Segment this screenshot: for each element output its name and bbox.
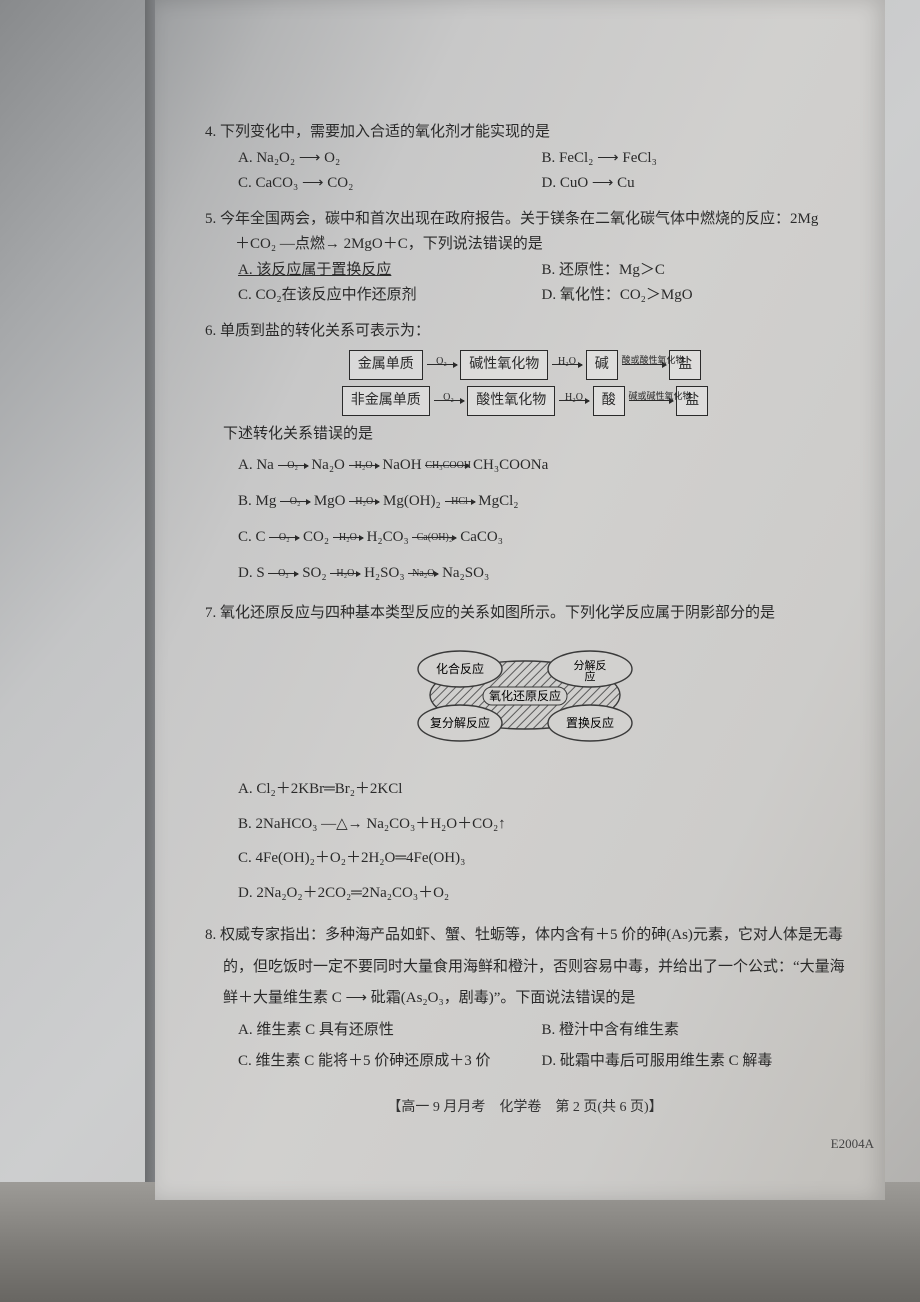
- paper-code: E2004A: [831, 1136, 874, 1152]
- q6b-s3: HCl: [445, 490, 475, 514]
- q6-r2-b3: 酸: [593, 386, 625, 416]
- q6-r1-a2: H₂O: [552, 353, 582, 370]
- venn-l3: 置换反应: [566, 715, 614, 730]
- q6-r1-b1: 金属单质: [349, 350, 423, 380]
- q8-s2: 的，但吃饭时一定不要同时大量食用海鲜和橙汁，否则容易中毒，并给出了一个公式：“大…: [205, 952, 845, 984]
- q6-r1-b3: 碱: [586, 350, 618, 380]
- q4-opt-a: A. Na₂O₂ ⟶ O₂: [238, 146, 542, 172]
- q6c-s3: Ca(OH)₂: [412, 526, 456, 550]
- q6-flow-2: 非金属单质 O₂ 酸性氧化物 H₂O 酸 碱或碱性氧化物 盐: [205, 386, 845, 416]
- q5-opt-b: B. 还原性：Mg＞C: [542, 258, 846, 284]
- q5-opt-a-text: A. 该反应属于置换反应: [238, 262, 391, 278]
- question-6: 6. 单质到盐的转化关系可表示为： 金属单质 O₂ 碱性氧化物 H₂O 碱 酸或…: [205, 319, 845, 592]
- q6d-s1: O₂: [268, 562, 298, 586]
- q6-r2-a3: 碱或碱性氧化物: [629, 389, 673, 404]
- q6b-s2: H₂O: [349, 490, 379, 514]
- q7-stem: 7. 氧化还原反应与四种基本类型反应的关系如图所示。下列化学反应属于阴影部分的是: [205, 601, 845, 627]
- q6-flow-1: 金属单质 O₂ 碱性氧化物 H₂O 碱 酸或酸性氧化物 盐: [205, 350, 845, 380]
- q7-opt-a: A. Cl₂＋2KBr═Br₂＋2KCl: [238, 772, 845, 807]
- q4-opt-b: B. FeCl₂ ⟶ FeCl₃: [542, 146, 846, 172]
- q8-opt-a: A. 维生素 C 具有还原性: [238, 1015, 542, 1047]
- q6d-m1: SO₂: [302, 565, 326, 581]
- q8-s1: 8. 权威专家指出：多种海产品如虾、蟹、牡蛎等，体内含有＋5 价的砷(As)元素…: [205, 920, 845, 952]
- q6-opt-d: D. S O₂ SO₂ H₂O H₂SO₃ Na₂O Na₂SO₃: [238, 555, 845, 591]
- q6a-s3: CH₃COOH: [425, 454, 469, 478]
- q8-s3: 鲜＋大量维生素 C ⟶ 砒霜(As₂O₃，剧毒)”。下面说法错误的是: [205, 983, 845, 1015]
- venn-l2: 复分解反应: [430, 715, 490, 730]
- q7-opt-d: D. 2Na₂O₂＋2CO₂═2Na₂CO₃＋O₂: [238, 876, 845, 911]
- q7-opt-b: B. 2NaHCO₃ —△→ Na₂CO₃＋H₂O＋CO₂↑: [238, 807, 845, 842]
- q5-stem-b: ＋CO₂ —点燃→ 2MgO＋C，下列说法错误的是: [205, 232, 845, 258]
- venn-l4b: 应: [585, 669, 596, 683]
- q6b-s1: O₂: [280, 490, 310, 514]
- venn-center: 氧化还原反应: [489, 688, 561, 703]
- q6a-s2: H₂O: [349, 454, 379, 478]
- q6d-m2: H₂SO₃: [364, 565, 404, 581]
- q8-opt-c: C. 维生素 C 能将＋5 价砷还原成＋3 价: [238, 1046, 542, 1078]
- exam-page: 4. 下列变化中，需要加入合适的氧化剂才能实现的是 A. Na₂O₂ ⟶ O₂ …: [155, 0, 885, 1200]
- q4-stem: 4. 下列变化中，需要加入合适的氧化剂才能实现的是: [205, 120, 845, 146]
- q6b-pre: B. Mg: [238, 493, 276, 509]
- page-footer: 【高一 9 月月考 化学卷 第 2 页(共 6 页)】: [205, 1096, 845, 1116]
- q6-opt-a: A. Na O₂ Na₂O H₂O NaOH CH₃COOH CH₃COONa: [238, 447, 845, 483]
- q5-opt-a: A. 该反应属于置换反应: [238, 258, 542, 284]
- q6a-m2: NaOH: [382, 457, 421, 473]
- q6a-s1: O₂: [278, 454, 308, 478]
- q6c-m2: H₂CO₃: [367, 529, 409, 545]
- q6c-s2: H₂O: [333, 526, 363, 550]
- q7-venn: 氧化还原反应 化合反应 分解反 应 复分解反应 置换反应: [205, 633, 845, 763]
- q6d-pre: D. S: [238, 565, 265, 581]
- q6-r1-a3: 酸或酸性氧化物: [622, 353, 666, 368]
- q7-opt-c: C. 4Fe(OH)₂＋O₂＋2H₂O═4Fe(OH)₃: [238, 841, 845, 876]
- q6-r2-a1: O₂: [434, 389, 464, 406]
- q6c-s1: O₂: [269, 526, 299, 550]
- q5-opt-d: D. 氧化性：CO₂＞MgO: [542, 283, 846, 309]
- q5-opt-c: C. CO₂在该反应中作还原剂: [238, 283, 542, 309]
- q4-opt-c: C. CaCO₃ ⟶ CO₂: [238, 171, 542, 197]
- q6a-pre: A. Na: [238, 457, 274, 473]
- q6-opt-c: C. C O₂ CO₂ H₂O H₂CO₃ Ca(OH)₂ CaCO₃: [238, 519, 845, 555]
- q6d-m3: Na₂SO₃: [442, 565, 489, 581]
- q6-r1-b2: 碱性氧化物: [460, 350, 548, 380]
- q6b-m3: MgCl₂: [478, 493, 518, 509]
- q6c-pre: C. C: [238, 529, 266, 545]
- desk-shadow: [0, 1182, 920, 1302]
- venn-diagram: 氧化还原反应 化合反应 分解反 应 复分解反应 置换反应: [365, 633, 685, 753]
- q6a-m3: CH₃COONa: [473, 457, 548, 473]
- q6d-s3: Na₂O: [408, 562, 438, 586]
- q6c-m1: CO₂: [303, 529, 329, 545]
- q6-stem: 6. 单质到盐的转化关系可表示为：: [205, 319, 845, 345]
- q6-r2-a2: H₂O: [559, 389, 589, 406]
- q6-opt-b: B. Mg O₂ MgO H₂O Mg(OH)₂ HCl MgCl₂: [238, 483, 845, 519]
- q8-opt-d: D. 砒霜中毒后可服用维生素 C 解毒: [542, 1046, 846, 1078]
- question-5: 5. 今年全国两会，碳中和首次出现在政府报告。关于镁条在二氧化碳气体中燃烧的反应…: [205, 207, 845, 309]
- q6b-m1: MgO: [314, 493, 346, 509]
- q6-r2-b2: 酸性氧化物: [467, 386, 555, 416]
- question-4: 4. 下列变化中，需要加入合适的氧化剂才能实现的是 A. Na₂O₂ ⟶ O₂ …: [205, 120, 845, 197]
- q6a-m1: Na₂O: [311, 457, 345, 473]
- venn-l1: 化合反应: [436, 661, 484, 676]
- q5-stem-a: 5. 今年全国两会，碳中和首次出现在政府报告。关于镁条在二氧化碳气体中燃烧的反应…: [205, 207, 845, 233]
- question-7: 7. 氧化还原反应与四种基本类型反应的关系如图所示。下列化学反应属于阴影部分的是: [205, 601, 845, 910]
- q6-r2-b1: 非金属单质: [342, 386, 430, 416]
- q6d-s2: H₂O: [330, 562, 360, 586]
- q6-r1-a1: O₂: [427, 353, 457, 370]
- q6c-m3: CaCO₃: [460, 529, 503, 545]
- q6-sub: 下述转化关系错误的是: [205, 422, 845, 448]
- question-8: 8. 权威专家指出：多种海产品如虾、蟹、牡蛎等，体内含有＋5 价的砷(As)元素…: [205, 920, 845, 1078]
- q8-opt-b: B. 橙汁中含有维生素: [542, 1015, 846, 1047]
- q6b-m2: Mg(OH)₂: [383, 493, 441, 509]
- q4-opt-d: D. CuO ⟶ Cu: [542, 171, 846, 197]
- venn-l4: 分解反: [574, 658, 607, 672]
